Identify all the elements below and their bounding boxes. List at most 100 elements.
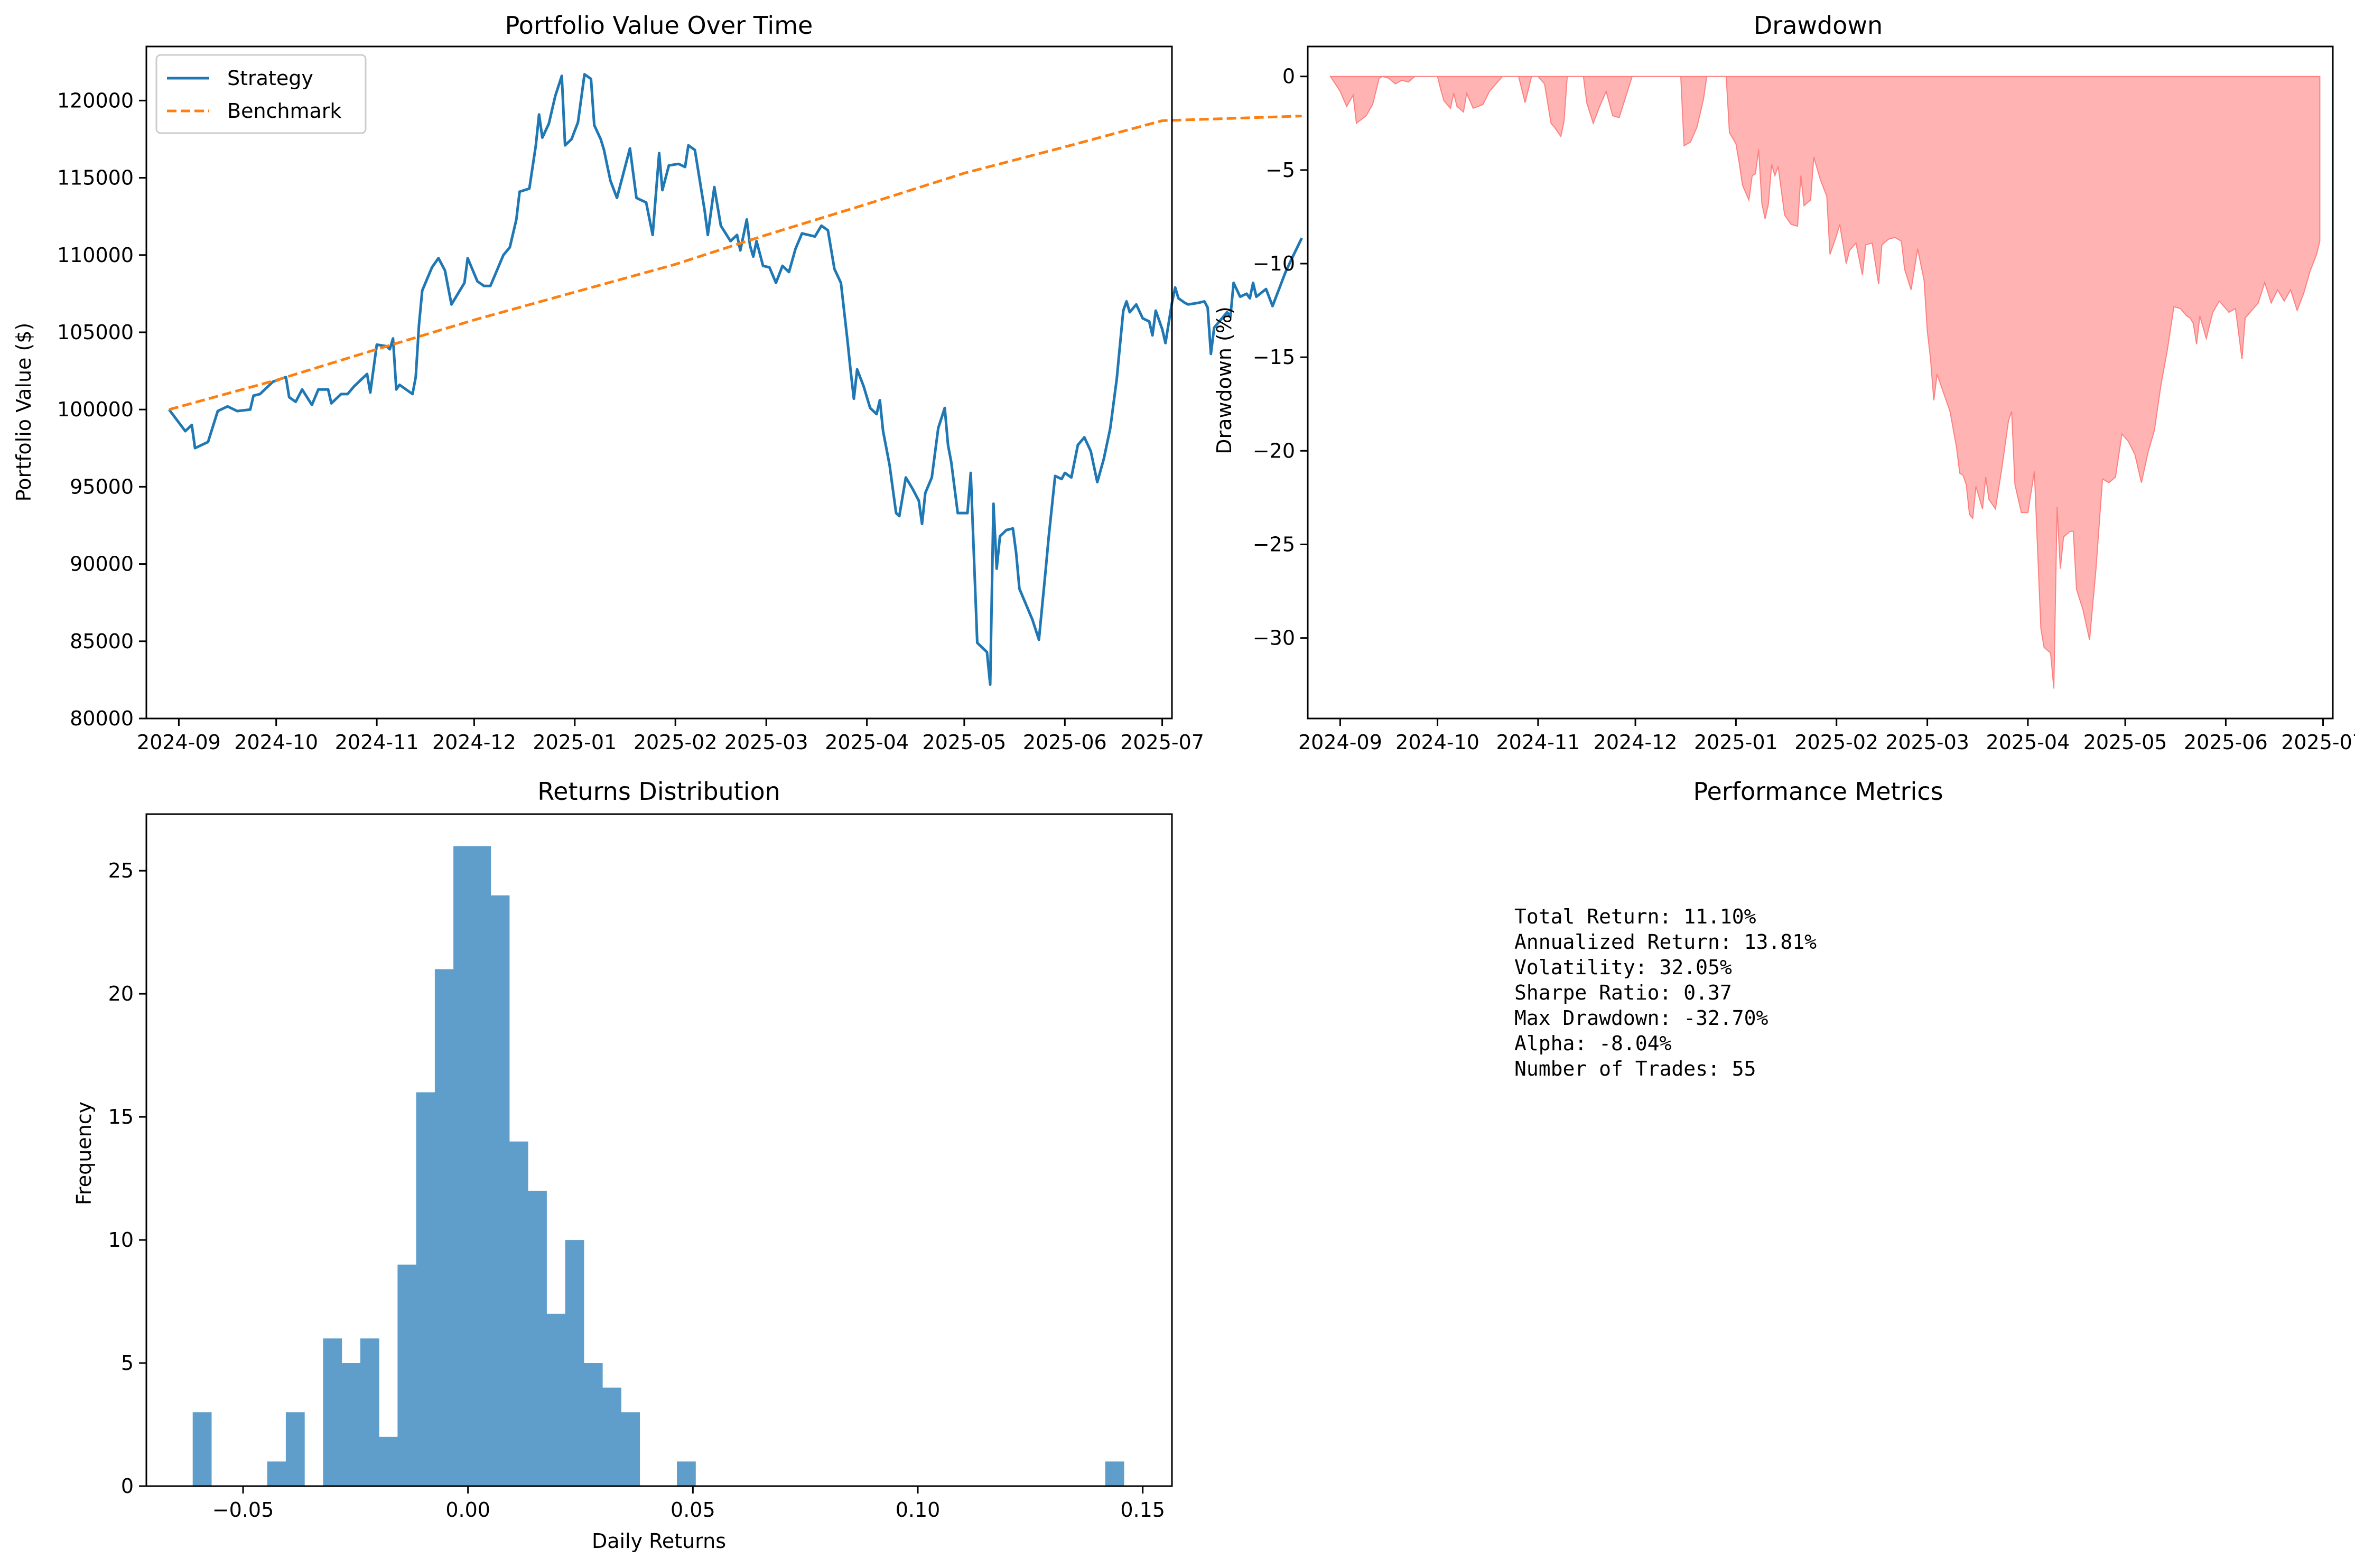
drawdown-plot-area: 2024-09 2024-10 2024-11 2024-12 2025-01 2025-… xyxy=(1253,65,2355,754)
histogram-bar xyxy=(267,1461,286,1486)
histogram-bar xyxy=(677,1461,696,1486)
legend-label-strategy: Strategy xyxy=(227,67,313,90)
y-tick-label: 5 xyxy=(121,1351,134,1375)
metric-sharpe-ratio: Sharpe Ratio: 0.37 xyxy=(1514,981,1732,1004)
histogram-bar xyxy=(341,1363,361,1486)
metric-total-return: Total Return: 11.10% xyxy=(1514,905,1756,928)
x-tick-label: 2025-01 xyxy=(533,731,617,754)
y-tick-label: 95000 xyxy=(70,475,134,498)
y-tick-label: 25 xyxy=(108,859,134,882)
drawdown-ylabel: Drawdown (%) xyxy=(1213,306,1236,454)
y-tick-label: −5 xyxy=(1265,158,1295,182)
x-tick-label: 2025-07 xyxy=(2281,731,2355,754)
x-tick-label: 2024-10 xyxy=(234,731,318,754)
histogram-bar xyxy=(397,1264,417,1486)
portfolio-title: Portfolio Value Over Time xyxy=(505,11,813,40)
histogram-bar xyxy=(453,846,472,1486)
x-tick-label: 2025-02 xyxy=(1794,731,1878,754)
legend-label-benchmark: Benchmark xyxy=(227,99,341,123)
x-tick-label: 2024-10 xyxy=(1395,731,1479,754)
portfolio-axes-frame xyxy=(145,45,1173,720)
y-tick-label: −30 xyxy=(1253,627,1295,650)
x-tick-label: 2025-05 xyxy=(2083,731,2167,754)
y-tick-label: −15 xyxy=(1253,346,1295,369)
x-tick-label: 0.10 xyxy=(896,1498,941,1522)
histogram-bar xyxy=(360,1338,379,1486)
x-tick-label: −0.05 xyxy=(212,1498,274,1522)
strategy-line xyxy=(168,73,1303,686)
x-tick-label: 2025-02 xyxy=(634,731,718,754)
y-tick-label: 0 xyxy=(1282,65,1295,88)
x-tick-label: 2025-07 xyxy=(1120,731,1204,754)
x-tick-label: 0.00 xyxy=(445,1498,490,1522)
x-tick-label: 2025-01 xyxy=(1694,731,1778,754)
x-tick-label: 2024-11 xyxy=(1496,731,1580,754)
y-tick-label: −10 xyxy=(1253,252,1295,275)
histogram-bar xyxy=(1105,1461,1124,1486)
metric-volatility: Volatility: 32.05% xyxy=(1514,956,1732,979)
portfolio-legend: Strategy Benchmark xyxy=(155,54,367,134)
benchmark-line xyxy=(169,115,1302,411)
returns-axes-frame xyxy=(145,813,1173,1487)
returns-histogram: Returns Distribution Daily Returns Frequ… xyxy=(72,777,1173,1553)
returns-title: Returns Distribution xyxy=(537,777,780,806)
x-tick-label: 2024-09 xyxy=(1298,731,1382,754)
portfolio-chart: Portfolio Value Over Time Portfolio Valu… xyxy=(12,11,1303,754)
returns-ylabel: Frequency xyxy=(72,1102,96,1205)
x-tick-label: 2025-04 xyxy=(1986,731,2070,754)
x-tick-label: 2024-09 xyxy=(137,731,221,754)
x-tick-label: 2025-05 xyxy=(922,731,1006,754)
drawdown-title: Drawdown xyxy=(1754,11,1883,40)
drawdown-chart: Drawdown Drawdown (%) 2024-09 2024-10 2024… xyxy=(1213,11,2355,754)
legend-box xyxy=(155,54,367,134)
returns-xlabel: Daily Returns xyxy=(592,1529,726,1553)
y-tick-label: 90000 xyxy=(70,553,134,576)
y-tick-label: 100000 xyxy=(57,398,134,421)
y-tick-label: 110000 xyxy=(57,244,134,267)
metric-number-of-trades: Number of Trades: 55 xyxy=(1514,1057,1756,1080)
histogram-bar xyxy=(472,846,491,1486)
returns-plot-area: −0.05 0.00 0.05 0.10 0.15 0 5 10 15 20 25 xyxy=(108,846,1165,1522)
x-tick-label: 2025-03 xyxy=(1885,731,1969,754)
y-tick-label: −25 xyxy=(1253,533,1295,556)
y-tick-label: 80000 xyxy=(70,707,134,730)
x-tick-label: 2025-06 xyxy=(2184,731,2268,754)
histogram-bar xyxy=(192,1412,212,1486)
histogram-bar xyxy=(546,1313,566,1486)
y-tick-label: 20 xyxy=(108,982,134,1005)
performance-metrics: Performance Metrics Total Return: 11.10%… xyxy=(1514,777,1943,1080)
x-tick-label: 2024-12 xyxy=(1594,731,1678,754)
metrics-title: Performance Metrics xyxy=(1693,777,1943,806)
x-tick-label: 2025-03 xyxy=(724,731,808,754)
y-tick-label: 105000 xyxy=(57,321,134,344)
metric-alpha: Alpha: -8.04% xyxy=(1514,1032,1672,1055)
histogram-bar xyxy=(379,1436,398,1486)
x-tick-label: 2025-04 xyxy=(825,731,909,754)
y-tick-label: 15 xyxy=(108,1105,134,1128)
y-tick-label: 10 xyxy=(108,1228,134,1252)
x-tick-label: 2024-11 xyxy=(335,731,419,754)
histogram-bar xyxy=(602,1387,621,1486)
x-tick-label: 0.05 xyxy=(671,1498,715,1522)
histogram-bar xyxy=(621,1412,640,1486)
histogram-bar xyxy=(490,895,510,1486)
metric-max-drawdown: Max Drawdown: -32.70% xyxy=(1514,1006,1768,1030)
histogram-bar xyxy=(434,969,454,1486)
y-tick-label: −20 xyxy=(1253,439,1295,462)
x-tick-label: 2025-06 xyxy=(1023,731,1107,754)
drawdown-axes-frame xyxy=(1307,45,2334,720)
y-tick-label: 85000 xyxy=(70,630,134,653)
metric-annualized-return: Annualized Return: 13.81% xyxy=(1514,930,1817,954)
histogram-bar xyxy=(528,1190,547,1486)
histogram-bar xyxy=(323,1338,342,1486)
histogram-bar xyxy=(509,1141,528,1486)
histogram-bar xyxy=(565,1240,584,1486)
x-tick-label: 2024-12 xyxy=(432,731,516,754)
portfolio-ylabel: Portfolio Value ($) xyxy=(12,323,35,502)
y-tick-label: 0 xyxy=(121,1474,134,1498)
drawdown-area xyxy=(1329,76,2321,689)
y-tick-label: 120000 xyxy=(57,89,134,112)
histogram-bar xyxy=(285,1412,305,1486)
x-tick-label: 0.15 xyxy=(1120,1498,1165,1522)
